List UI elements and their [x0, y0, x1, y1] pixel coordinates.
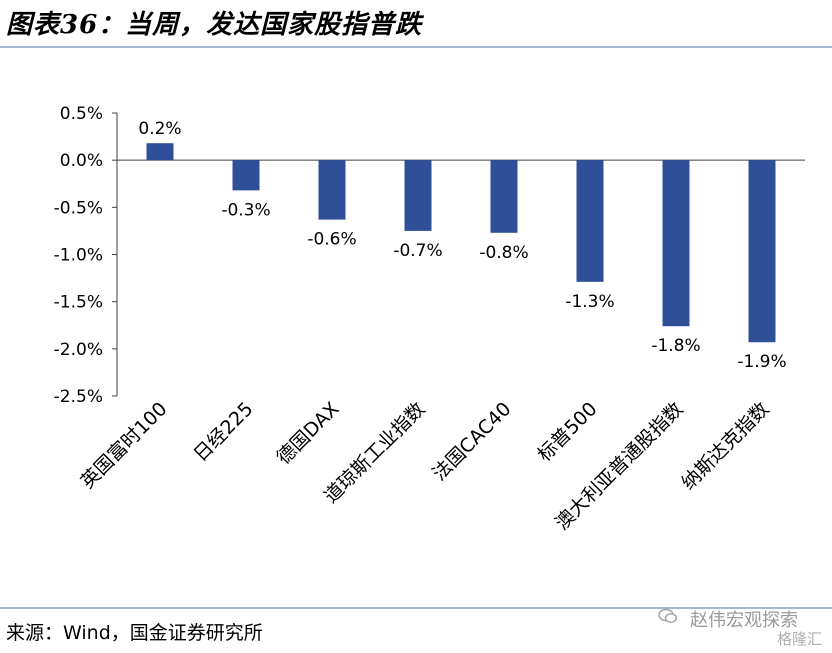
- data-label: -1.8%: [651, 336, 700, 356]
- watermark-brand: 格隆汇: [776, 630, 822, 648]
- x-tick-label: 德国DAX: [273, 398, 344, 469]
- x-tick-label: 日经225: [189, 398, 257, 466]
- watermark-account: 赵伟宏观探索: [690, 610, 798, 631]
- footer-divider: [0, 607, 832, 609]
- x-tick-label: 法国CAC40: [428, 398, 515, 485]
- bar: [404, 160, 432, 231]
- y-tick-label: -1.0%: [54, 246, 103, 266]
- data-label: -1.9%: [737, 352, 786, 372]
- y-tick-label: 0.5%: [60, 104, 103, 124]
- x-tick-label: 英国富时100: [77, 398, 172, 493]
- title-divider: [0, 46, 832, 48]
- y-tick-label: -1.5%: [54, 293, 103, 313]
- bar: [662, 160, 690, 327]
- y-tick-label: -2.0%: [54, 340, 103, 360]
- x-tick-label: 标普500: [533, 398, 601, 466]
- bar: [576, 160, 604, 282]
- data-label: -0.6%: [307, 230, 356, 250]
- bar: [318, 160, 346, 220]
- data-label: -0.3%: [221, 200, 270, 220]
- x-tick-label: 纳斯达克指数: [677, 398, 773, 494]
- chart-title: 图表36：当周，发达国家股指普跌: [6, 10, 423, 40]
- bar: [232, 160, 260, 191]
- y-tick-label: 0.0%: [60, 151, 103, 171]
- bar-chart: 0.5% 0.0% -0.5% -1.0% -1.5% -2.0% -2.5% 0.2% 英国富…: [54, 104, 805, 534]
- bar: [146, 143, 174, 161]
- watermark: 赵伟宏观探索 格隆汇: [654, 604, 824, 650]
- wechat-icon: [658, 608, 678, 623]
- data-label: 0.2%: [138, 119, 181, 139]
- y-tick-label: -2.5%: [54, 387, 103, 407]
- data-label: -0.7%: [393, 241, 442, 261]
- data-label: -0.8%: [479, 243, 528, 263]
- bar: [748, 160, 776, 343]
- source-note: 来源：Wind，国金证券研究所: [6, 622, 263, 644]
- y-tick-label: -0.5%: [54, 198, 103, 218]
- data-label: -1.3%: [565, 292, 614, 312]
- bar: [490, 160, 518, 233]
